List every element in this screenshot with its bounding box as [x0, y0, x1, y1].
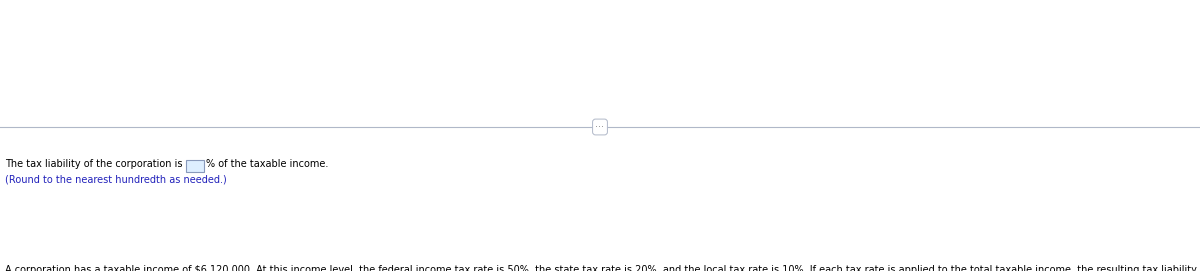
FancyBboxPatch shape — [186, 160, 204, 172]
Text: The tax liability of the corporation is: The tax liability of the corporation is — [5, 159, 186, 169]
Text: A corporation has a taxable income of $6,120,000. At this income level, the fede: A corporation has a taxable income of $6… — [5, 265, 1200, 271]
Text: (Round to the nearest hundredth as needed.): (Round to the nearest hundredth as neede… — [5, 175, 227, 185]
Text: % of the taxable income.: % of the taxable income. — [205, 159, 328, 169]
Text: ···: ··· — [595, 122, 605, 132]
